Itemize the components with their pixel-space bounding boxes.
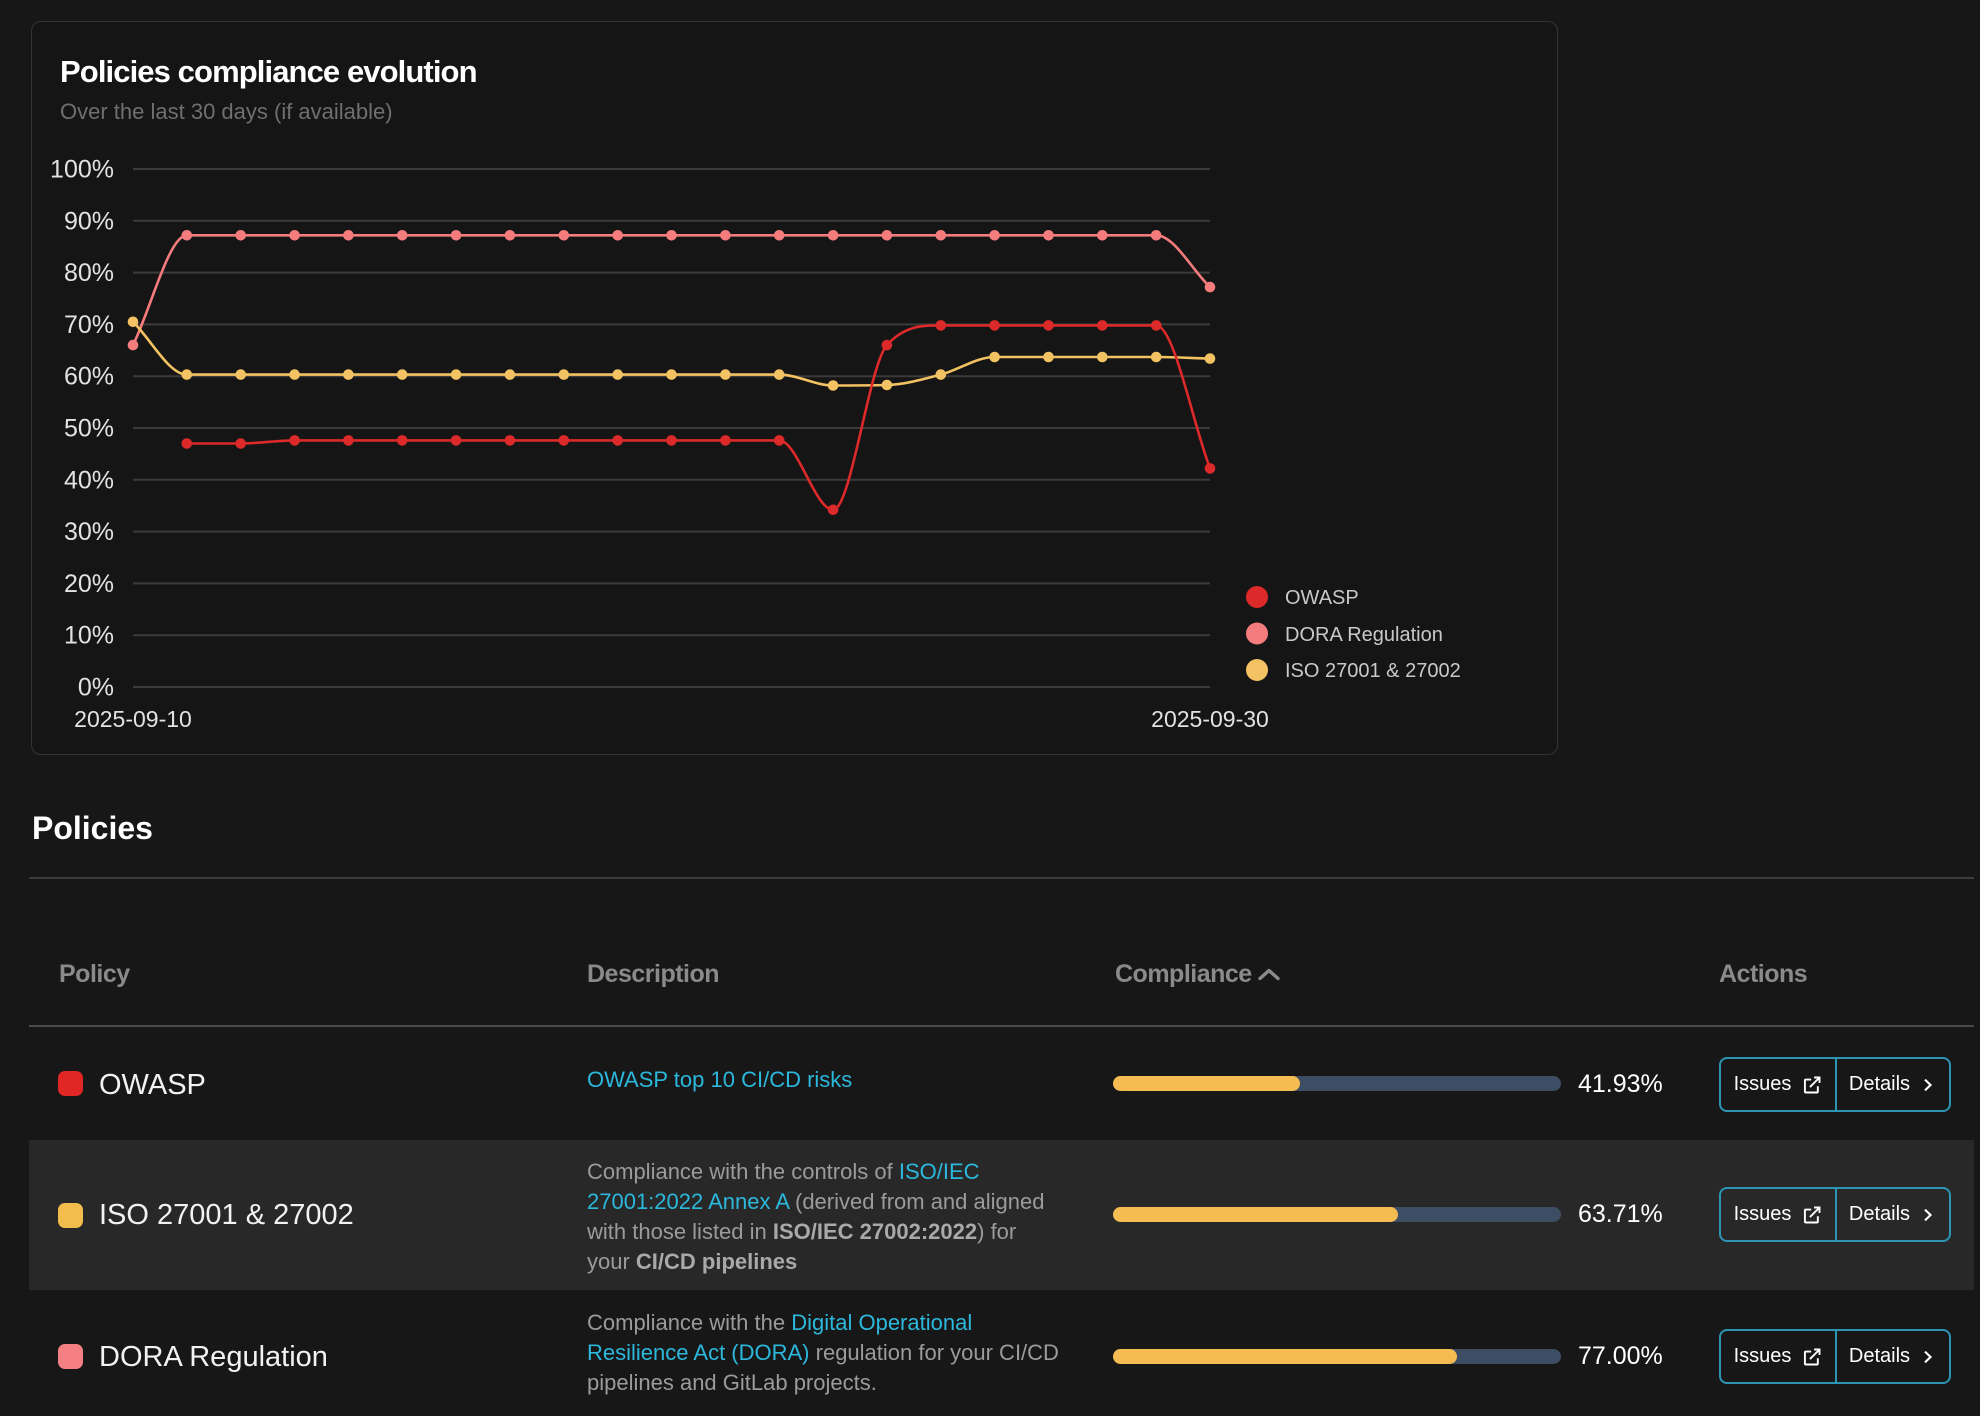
svg-text:0%: 0% bbox=[78, 674, 114, 702]
svg-text:40%: 40% bbox=[64, 466, 114, 494]
svg-text:30%: 30% bbox=[64, 518, 114, 546]
svg-text:20%: 20% bbox=[64, 570, 114, 598]
svg-text:90%: 90% bbox=[64, 207, 114, 235]
svg-text:100%: 100% bbox=[50, 156, 114, 184]
svg-text:OWASP: OWASP bbox=[1285, 587, 1359, 609]
svg-text:DORA Regulation: DORA Regulation bbox=[1285, 624, 1443, 646]
svg-text:2025-09-30: 2025-09-30 bbox=[1151, 706, 1269, 732]
svg-text:70%: 70% bbox=[64, 311, 114, 339]
svg-text:2025-09-10: 2025-09-10 bbox=[74, 706, 192, 732]
svg-text:10%: 10% bbox=[64, 622, 114, 650]
svg-text:60%: 60% bbox=[64, 363, 114, 391]
svg-text:80%: 80% bbox=[64, 259, 114, 287]
svg-text:50%: 50% bbox=[64, 415, 114, 443]
svg-text:ISO 27001 & 27002: ISO 27001 & 27002 bbox=[1285, 660, 1461, 682]
